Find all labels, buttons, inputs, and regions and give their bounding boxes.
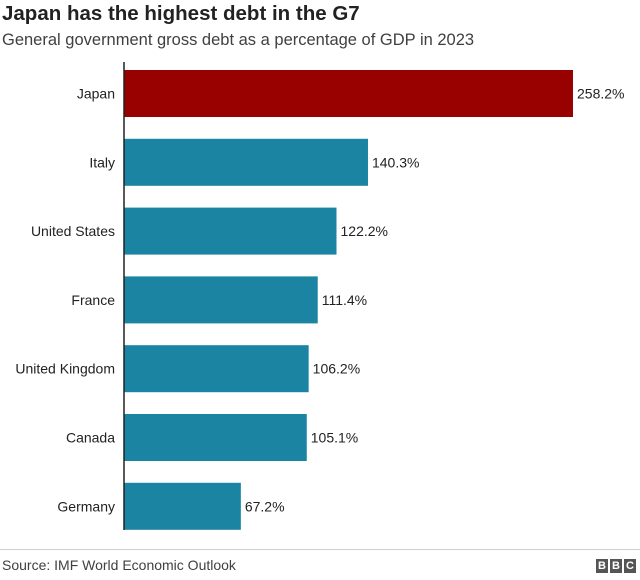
category-label-united-states: United States xyxy=(31,223,115,239)
chart-subtitle: General government gross debt as a perce… xyxy=(2,31,475,49)
category-label-france: France xyxy=(71,292,115,308)
bar-canada xyxy=(124,414,307,461)
category-label-united-kingdom: United Kingdom xyxy=(15,361,115,377)
source-note: Source: IMF World Economic Outlook xyxy=(2,557,236,573)
value-label-germany: 67.2% xyxy=(245,498,285,514)
footer-divider xyxy=(0,549,640,550)
bar-united-states xyxy=(124,207,337,255)
bbc-logo-letter-2: B xyxy=(610,559,622,573)
bar-italy xyxy=(124,138,368,186)
category-label-germany: Germany xyxy=(57,498,115,514)
bar-france xyxy=(124,276,318,324)
value-label-united-kingdom: 106.2% xyxy=(313,361,360,377)
bbc-logo-letter-1: B xyxy=(596,559,608,573)
category-label-canada: Canada xyxy=(66,430,115,446)
bar-united-kingdom xyxy=(124,345,309,393)
bar-germany xyxy=(124,482,241,530)
category-label-japan: Japan xyxy=(77,86,115,102)
value-label-france: 111.4% xyxy=(322,292,367,308)
value-label-japan: 258.2% xyxy=(577,86,624,102)
chart-title: Japan has the highest debt in the G7 xyxy=(2,2,360,25)
value-label-canada: 105.1% xyxy=(311,430,358,446)
bbc-logo: B B C xyxy=(596,559,636,573)
bar-chart: Japan 258.2% Italy 140.3% United States 122.2… xyxy=(15,62,624,530)
bar-japan xyxy=(124,70,573,117)
value-label-united-states: 122.2% xyxy=(341,223,388,239)
bbc-logo-letter-3: C xyxy=(624,559,636,573)
category-label-italy: Italy xyxy=(89,154,115,170)
value-label-italy: 140.3% xyxy=(372,154,419,170)
